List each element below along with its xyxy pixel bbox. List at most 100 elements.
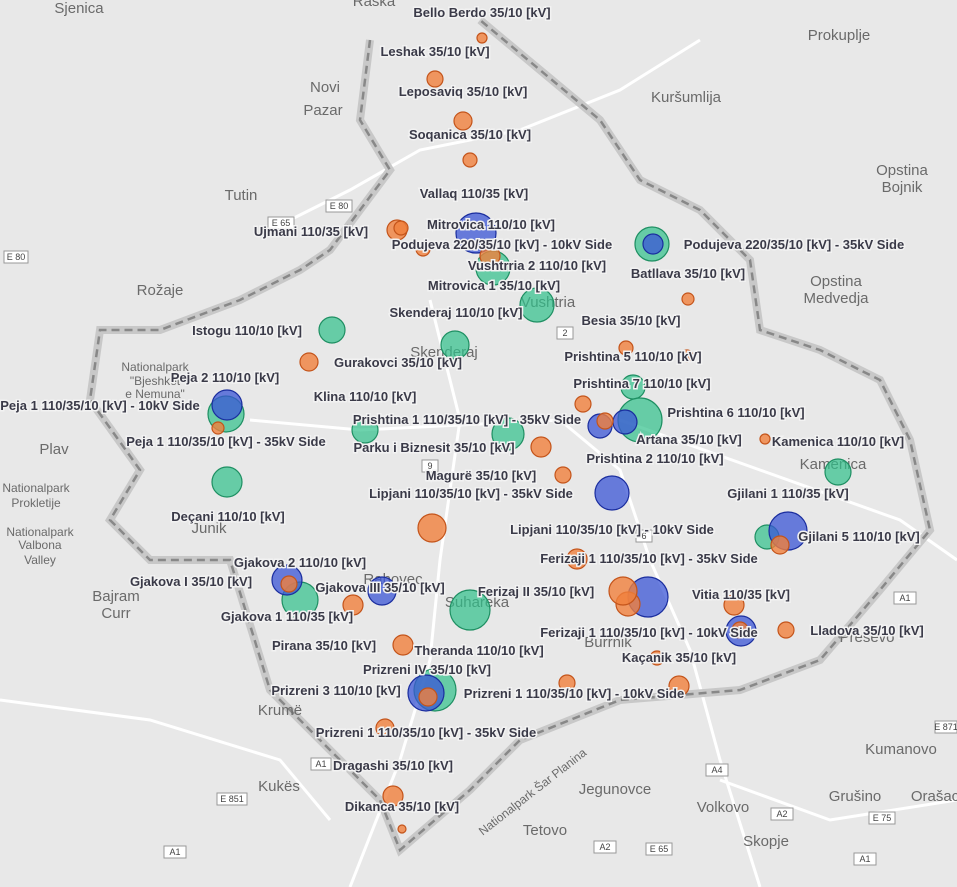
substation-label: Dikanca 35/10 [kV] (345, 799, 459, 814)
place: Kuršumlija (651, 89, 722, 106)
marker[interactable] (680, 349, 694, 363)
substation-label: Vitia 110/35 [kV] (692, 587, 790, 602)
marker[interactable] (426, 70, 444, 88)
road-label: E 80 (330, 201, 349, 211)
marker[interactable] (608, 576, 638, 606)
marker[interactable] (723, 594, 745, 616)
substation-label: Lipjani 110/35/10 [kV] - 10kV Side (510, 522, 714, 537)
substation-label: Podujeva 220/35/10 [kV] - 10kV Side (392, 237, 612, 252)
marker[interactable] (681, 292, 695, 306)
marker[interactable] (417, 513, 447, 543)
substation-label: Ujmani 110/35 [kV] (254, 224, 368, 239)
road-label: E 65 (650, 844, 669, 854)
marker[interactable] (382, 785, 404, 807)
marker[interactable] (211, 389, 243, 421)
marker[interactable] (554, 466, 572, 484)
road-label: E 871 (934, 722, 957, 732)
marker[interactable] (462, 152, 478, 168)
road-label: 2 (562, 328, 567, 338)
substation-label: Gjakova III 35/10 [kV] (315, 580, 444, 595)
place: Nationalpark (6, 525, 74, 539)
marker[interactable] (770, 535, 790, 555)
marker[interactable] (574, 395, 592, 413)
place: Curr (101, 605, 130, 622)
marker[interactable] (318, 316, 346, 344)
place: Krumë (258, 702, 302, 719)
substation-label: Prishtina 1 110/35/10 [kV] - 35kV Side (353, 412, 581, 427)
marker[interactable] (342, 594, 364, 616)
marker[interactable] (440, 330, 470, 360)
substation-label: Prishtina 5 110/10 [kV] (564, 349, 701, 364)
substation-label: Prishtina 7 110/10 [kV] (573, 376, 710, 391)
marker[interactable] (668, 675, 690, 697)
substation-label: Ferizaji 1 110/35/10 [kV] - 10kV Side (540, 625, 758, 640)
substation-label: Istogu 110/10 [kV] (192, 323, 302, 338)
marker[interactable] (351, 416, 379, 444)
marker[interactable] (612, 409, 638, 435)
marker[interactable] (594, 475, 630, 511)
marker[interactable] (393, 220, 409, 236)
marker[interactable] (618, 340, 634, 356)
substation-label: Gjakova 2 110/10 [kV] (234, 555, 366, 570)
road-label: A2 (599, 842, 610, 852)
substation-label: Gurakovci 35/10 [kV] (334, 355, 462, 370)
marker[interactable] (375, 718, 395, 738)
substation-label: Prizreni IV 35/10 [kV] (363, 662, 491, 677)
place: Kukës (258, 778, 300, 795)
marker[interactable] (596, 412, 614, 430)
marker[interactable] (479, 245, 501, 267)
road-label: E 75 (873, 813, 892, 823)
marker[interactable] (566, 548, 588, 570)
road-label: 9 (427, 461, 432, 471)
marker[interactable] (211, 421, 225, 435)
marker[interactable] (453, 111, 473, 131)
marker[interactable] (280, 575, 298, 593)
road-label: A1 (859, 854, 870, 864)
place: Grušino (829, 788, 882, 805)
marker[interactable] (476, 32, 488, 44)
place: Kumanovo (865, 741, 937, 758)
place: Jegunovce (579, 781, 652, 798)
marker[interactable] (211, 466, 243, 498)
marker[interactable] (530, 436, 552, 458)
place: Junik (191, 520, 227, 537)
marker[interactable] (649, 650, 665, 666)
road-label: A2 (776, 809, 787, 819)
place: Novi (310, 79, 340, 96)
road-label: A1 (169, 847, 180, 857)
marker[interactable] (392, 634, 414, 656)
road-label: E 65 (272, 218, 291, 228)
marker[interactable] (777, 621, 795, 639)
place: Rožaje (137, 282, 184, 299)
place: Preševo (839, 629, 894, 646)
place: Plav (39, 441, 69, 458)
place: Nationalpark (2, 481, 70, 495)
marker[interactable] (491, 417, 525, 451)
marker[interactable] (449, 589, 491, 631)
substation-label: Prishtina 2 110/10 [kV] (586, 451, 723, 466)
marker[interactable] (418, 687, 438, 707)
place: Burrnik (584, 634, 632, 651)
marker[interactable] (558, 674, 576, 692)
marker[interactable] (759, 433, 771, 445)
substation-label: Pirana 35/10 [kV] (272, 638, 376, 653)
substation-label: Bello Berdo 35/10 [kV] (413, 5, 550, 20)
marker[interactable] (824, 458, 852, 486)
marker[interactable] (455, 212, 497, 254)
marker[interactable] (731, 621, 749, 639)
marker[interactable] (299, 352, 319, 372)
place: Volkovo (697, 799, 750, 816)
marker[interactable] (415, 241, 431, 257)
place: Pazar (303, 102, 342, 119)
road-label: E 80 (7, 252, 26, 262)
substation-label: Peja 2 110/10 [kV] (171, 370, 279, 385)
marker[interactable] (642, 233, 664, 255)
substation-label: Gjilani 5 110/10 [kV] (798, 529, 919, 544)
border (88, 19, 932, 853)
marker[interactable] (397, 824, 407, 834)
marker[interactable] (519, 287, 555, 323)
substation-label: Artana 35/10 [kV] (636, 432, 742, 447)
substation-label: Theranda 110/10 [kV] (414, 643, 543, 658)
marker[interactable] (367, 576, 397, 606)
